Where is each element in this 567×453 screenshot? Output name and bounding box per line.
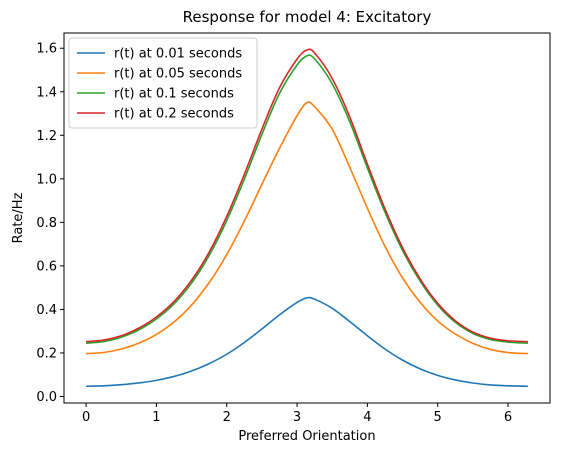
y-axis: 0.0 0.2 0.4 0.6 0.8 1.0 1.2 1.4 1.6 — [36, 42, 64, 405]
y-tick-label: 1.0 — [36, 172, 57, 187]
legend-label-2: r(t) at 0.05 seconds — [114, 67, 242, 82]
x-tick-label: 1 — [152, 410, 160, 425]
x-tick-label: 6 — [504, 410, 512, 425]
y-tick-label: 1.4 — [36, 85, 57, 100]
x-tick-label: 2 — [223, 410, 231, 425]
y-tick-label: 1.2 — [36, 129, 57, 144]
y-tick-label: 0.2 — [36, 346, 57, 361]
series-line-2 — [86, 101, 528, 355]
x-tick-label: 3 — [293, 410, 301, 425]
y-tick-label: 0.4 — [36, 303, 57, 318]
legend-label-3: r(t) at 0.1 seconds — [114, 87, 234, 102]
y-axis-title: Rate/Hz — [11, 192, 26, 243]
plot-area — [63, 32, 551, 404]
series-group — [86, 48, 528, 388]
y-tick-label: 0.8 — [36, 216, 57, 231]
series-line-1 — [86, 296, 528, 388]
x-axis: 0 1 2 3 4 5 6 — [82, 403, 512, 425]
x-axis-title: Preferred Orientation — [238, 429, 375, 444]
legend: r(t) at 0.01 seconds r(t) at 0.05 seconds… — [68, 37, 258, 129]
x-tick-label: 5 — [434, 410, 442, 425]
x-tick-label: 4 — [363, 410, 371, 425]
legend-label-4: r(t) at 0.2 seconds — [114, 107, 234, 122]
series-line-4 — [86, 48, 528, 343]
y-tick-label: 0.0 — [36, 390, 57, 405]
x-tick-label: 0 — [82, 410, 90, 425]
y-tick-label: 1.6 — [36, 42, 57, 57]
chart-title: Response for model 4: Excitatory — [183, 8, 432, 26]
plot-frame — [63, 32, 551, 404]
y-tick-label: 0.6 — [36, 259, 57, 274]
series-line-3 — [86, 54, 528, 344]
legend-label-1: r(t) at 0.01 seconds — [114, 47, 242, 62]
legend-box — [68, 37, 258, 129]
